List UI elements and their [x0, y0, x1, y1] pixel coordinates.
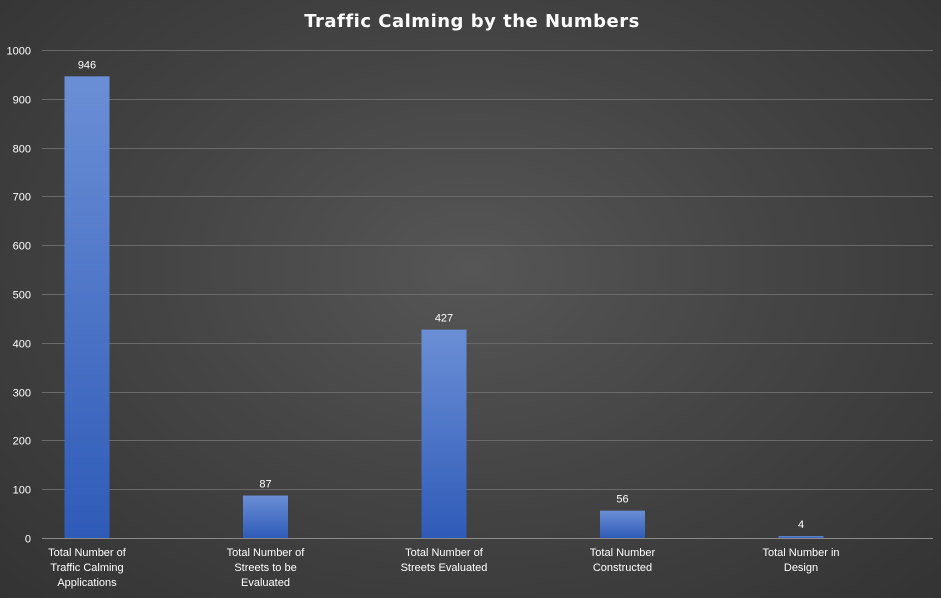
- data-label: 87: [259, 479, 271, 491]
- data-labels: 946 87 427 56 4: [78, 59, 804, 531]
- bar: [421, 329, 467, 538]
- bar: [778, 536, 824, 538]
- data-label: 427: [435, 313, 453, 325]
- gridlines: [42, 50, 933, 539]
- x-axis: Total Number of Traffic Calming Applicatio…: [48, 547, 839, 589]
- y-tick-label: 300: [13, 388, 31, 400]
- y-tick-label: 0: [25, 534, 31, 546]
- bar: [64, 76, 110, 539]
- y-tick-label: 900: [13, 95, 31, 107]
- y-tick-label: 400: [13, 339, 31, 351]
- bars: [64, 76, 824, 539]
- bar: [600, 510, 645, 538]
- y-tick-label: 200: [13, 436, 31, 448]
- category-label: Total Number in Design: [762, 547, 839, 574]
- bar: [243, 495, 288, 538]
- data-label: 56: [616, 494, 628, 506]
- y-tick-label: 600: [13, 241, 31, 253]
- y-tick-label: 1000: [7, 46, 31, 58]
- chart-title: Traffic Calming by the Numbers: [304, 11, 640, 32]
- y-tick-label: 800: [13, 144, 31, 156]
- y-tick-label: 100: [13, 485, 31, 497]
- category-label: Total Number of Streets to be Evaluated: [227, 547, 306, 589]
- y-tick-label: 700: [13, 192, 31, 204]
- category-label: Total Number Constructed: [590, 547, 656, 574]
- y-axis: 0 100 200 300 400 500 600 700 800 900 1000: [7, 46, 31, 546]
- category-label: Total Number of Streets Evaluated: [401, 547, 488, 574]
- y-tick-label: 500: [13, 290, 31, 302]
- data-label: 946: [78, 59, 96, 71]
- category-label: Total Number of Traffic Calming Applicatio…: [48, 547, 127, 589]
- data-label: 4: [798, 519, 804, 531]
